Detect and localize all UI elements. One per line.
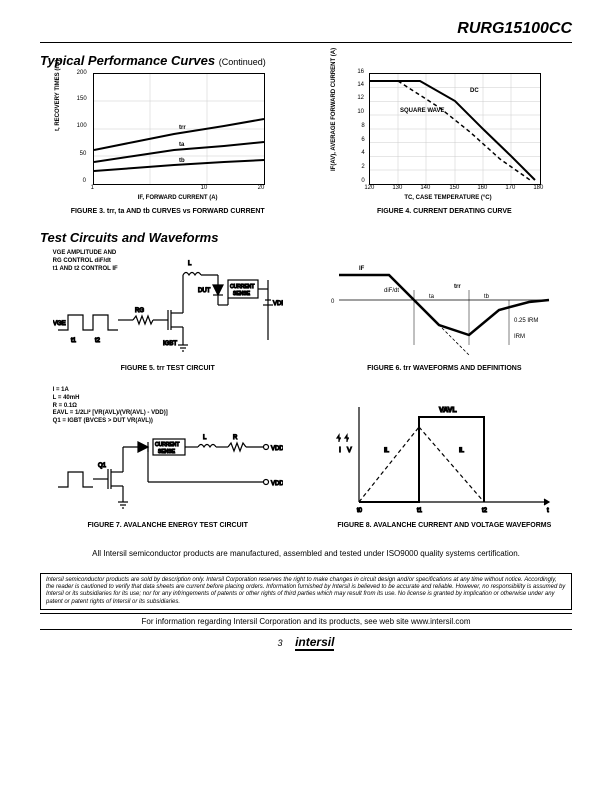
svg-text:SENSE: SENSE [158, 449, 176, 455]
svg-text:VGE: VGE [53, 321, 66, 327]
fig4-ylabel: IF(AV), AVERAGE FORWARD CURRENT (A) [331, 48, 337, 171]
section1-title: Typical Performance Curves [40, 53, 215, 68]
figure-6: IF diF/dt trr ta tb 0.25 IRM IRM 0 FIGUR… [317, 250, 572, 372]
svg-text:tb: tb [179, 158, 185, 164]
page-footer: 3 intersil [40, 635, 572, 651]
svg-text:L: L [203, 435, 207, 441]
fig3-caption: FIGURE 3. trr, ta AND tb CURVES vs FORWA… [71, 208, 265, 215]
svg-text:IL: IL [384, 448, 390, 454]
figure-7: I = 1A L = 40mH R = 0.1Ω EAVL = 1/2LI² [… [40, 387, 295, 529]
figure-3: trr ta tb t, RECOVERY TIMES (ns) IF, FOR… [40, 73, 295, 215]
svg-text:L: L [188, 261, 192, 267]
fig4-caption: FIGURE 4. CURRENT DERATING CURVE [377, 208, 512, 215]
svg-text:R: R [233, 435, 238, 441]
fig3-ylabel: t, RECOVERY TIMES (ns) [55, 60, 61, 131]
figure-5: VGE AMPLITUDE AND RG CONTROL diF/dt t1 A… [40, 250, 295, 372]
svg-text:VAVL: VAVL [439, 407, 457, 414]
svg-text:t1: t1 [417, 508, 423, 514]
svg-text:VDD: VDD [271, 481, 283, 487]
svg-text:trr: trr [454, 284, 461, 290]
svg-text:VDD: VDD [273, 301, 283, 307]
figure-4: DC SQUARE WAVE IF(AV), AVERAGE FORWARD C… [317, 73, 572, 215]
certification-text: All Intersil semiconductor products are … [40, 549, 572, 558]
section1-continued: (Continued) [219, 57, 266, 67]
svg-text:V: V [347, 447, 352, 454]
svg-text:SQUARE WAVE: SQUARE WAVE [400, 108, 445, 114]
svg-text:CURRENT: CURRENT [155, 442, 179, 448]
svg-text:t2: t2 [95, 338, 101, 344]
svg-text:CURRENT: CURRENT [230, 284, 254, 290]
figure-8: VAVL IL IL I V t0 t1 t2 t FIGURE 8. AVAL… [317, 387, 572, 529]
footer-info: For information regarding Intersil Corpo… [40, 613, 572, 630]
svg-text:IF: IF [359, 266, 365, 272]
svg-text:DUT: DUT [198, 288, 211, 294]
fig8-caption: FIGURE 8. AVALANCHE CURRENT AND VOLTAGE … [337, 522, 551, 529]
disclaimer-box: Intersil semiconductor products are sold… [40, 573, 572, 610]
fig7-caption: FIGURE 7. AVALANCHE ENERGY TEST CIRCUIT [87, 522, 247, 529]
svg-text:IL: IL [459, 448, 465, 454]
part-number-header: RURG15100CC [40, 20, 572, 43]
svg-text:t: t [547, 508, 549, 514]
section-test-circuits: Test Circuits and Waveforms [40, 230, 572, 245]
svg-text:DC: DC [470, 88, 479, 94]
svg-text:t0: t0 [357, 508, 363, 514]
svg-text:ta: ta [429, 294, 435, 300]
fig6-caption: FIGURE 6. trr WAVEFORMS AND DEFINITIONS [367, 365, 521, 372]
fig5-caption: FIGURE 5. trr TEST CIRCUIT [121, 365, 215, 372]
svg-text:SENSE: SENSE [233, 291, 251, 297]
svg-text:IGBT: IGBT [163, 341, 177, 347]
fig4-xlabel: TC, CASE TEMPERATURE (°C) [404, 195, 491, 201]
fig3-xlabel: IF, FORWARD CURRENT (A) [138, 195, 218, 201]
svg-text:diF/dt: diF/dt [384, 288, 399, 294]
svg-text:t1: t1 [71, 338, 77, 344]
section-performance-curves: Typical Performance Curves (Continued) [40, 53, 572, 68]
svg-text:trr: trr [179, 125, 186, 131]
svg-text:VDD: VDD [271, 446, 283, 452]
svg-text:tb: tb [484, 294, 490, 300]
svg-text:0: 0 [331, 299, 335, 305]
svg-text:0.25 IRM: 0.25 IRM [514, 318, 538, 324]
svg-text:t2: t2 [482, 508, 488, 514]
page-number: 3 [278, 638, 283, 648]
svg-text:I: I [339, 447, 341, 454]
company-logo: intersil [295, 635, 334, 651]
svg-text:IRM: IRM [514, 334, 525, 340]
svg-text:Q1: Q1 [98, 463, 107, 469]
svg-text:ta: ta [179, 142, 185, 148]
svg-text:RG: RG [135, 308, 144, 314]
